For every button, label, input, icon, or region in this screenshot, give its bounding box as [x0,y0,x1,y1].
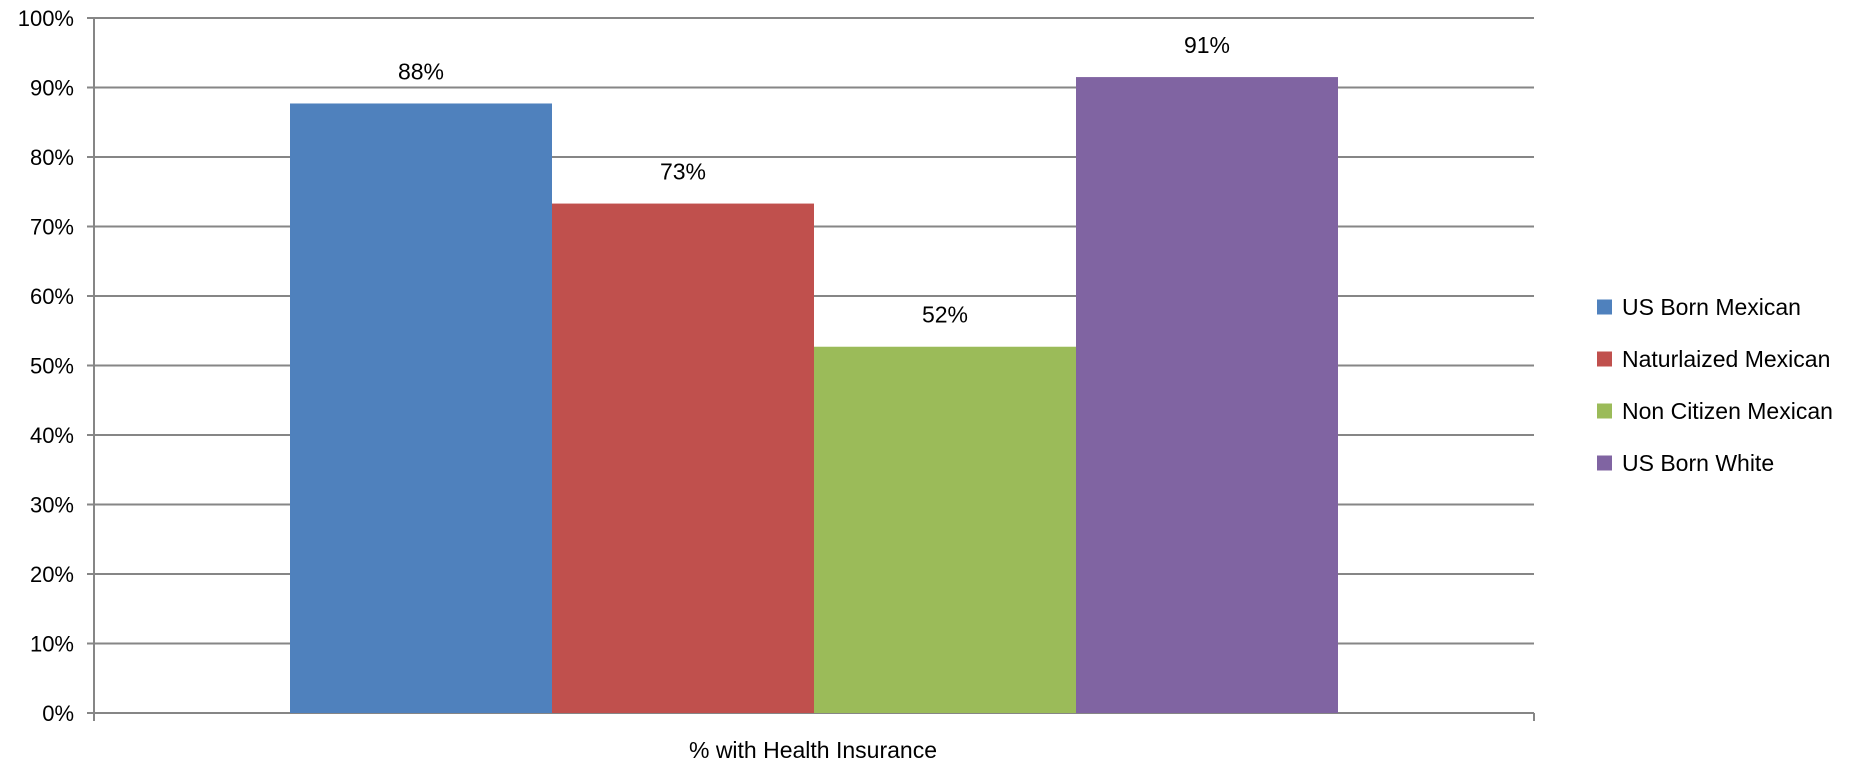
y-tick-label: 60% [30,284,74,309]
data-labels: 88% 73% 52% 91% [398,32,1230,328]
y-tick-label: 50% [30,354,74,379]
y-tick-label: 40% [30,423,74,448]
data-label: 73% [660,159,706,185]
legend-swatch [1597,351,1612,367]
legend-item: US Born White [1597,450,1774,476]
y-tick-label: 80% [30,145,74,170]
y-tick-label: 30% [30,493,74,518]
bar-naturlaized-mexican [552,203,814,713]
legend-swatch [1597,403,1612,419]
legend-label: Non Citizen Mexican [1622,398,1833,424]
y-tick-label: 0% [42,701,74,726]
legend-label: US Born Mexican [1622,294,1801,320]
x-category-label: % with Health Insurance [689,737,937,763]
y-tick-label: 70% [30,215,74,240]
y-tick-label: 90% [30,76,74,101]
bar-us-born-mexican [290,103,552,714]
bar-non-citizen-mexican [814,346,1076,713]
y-tick-label: 100% [18,6,74,31]
legend-label: US Born White [1622,450,1774,476]
data-label: 88% [398,58,444,84]
bars [290,77,1338,714]
data-label: 52% [922,302,968,328]
legend-swatch [1597,455,1612,471]
legend-item: US Born Mexican [1597,294,1801,320]
y-tick-label: 10% [30,632,74,657]
legend-item: Non Citizen Mexican [1597,398,1833,424]
legend: US Born Mexican Naturlaized Mexican Non Ci… [1597,294,1833,476]
y-tick-label: 20% [30,562,74,587]
data-label: 91% [1184,32,1230,58]
bar-us-born-white [1076,77,1338,713]
legend-swatch [1597,299,1612,315]
legend-label: Naturlaized Mexican [1622,346,1830,372]
legend-item: Naturlaized Mexican [1597,346,1830,372]
